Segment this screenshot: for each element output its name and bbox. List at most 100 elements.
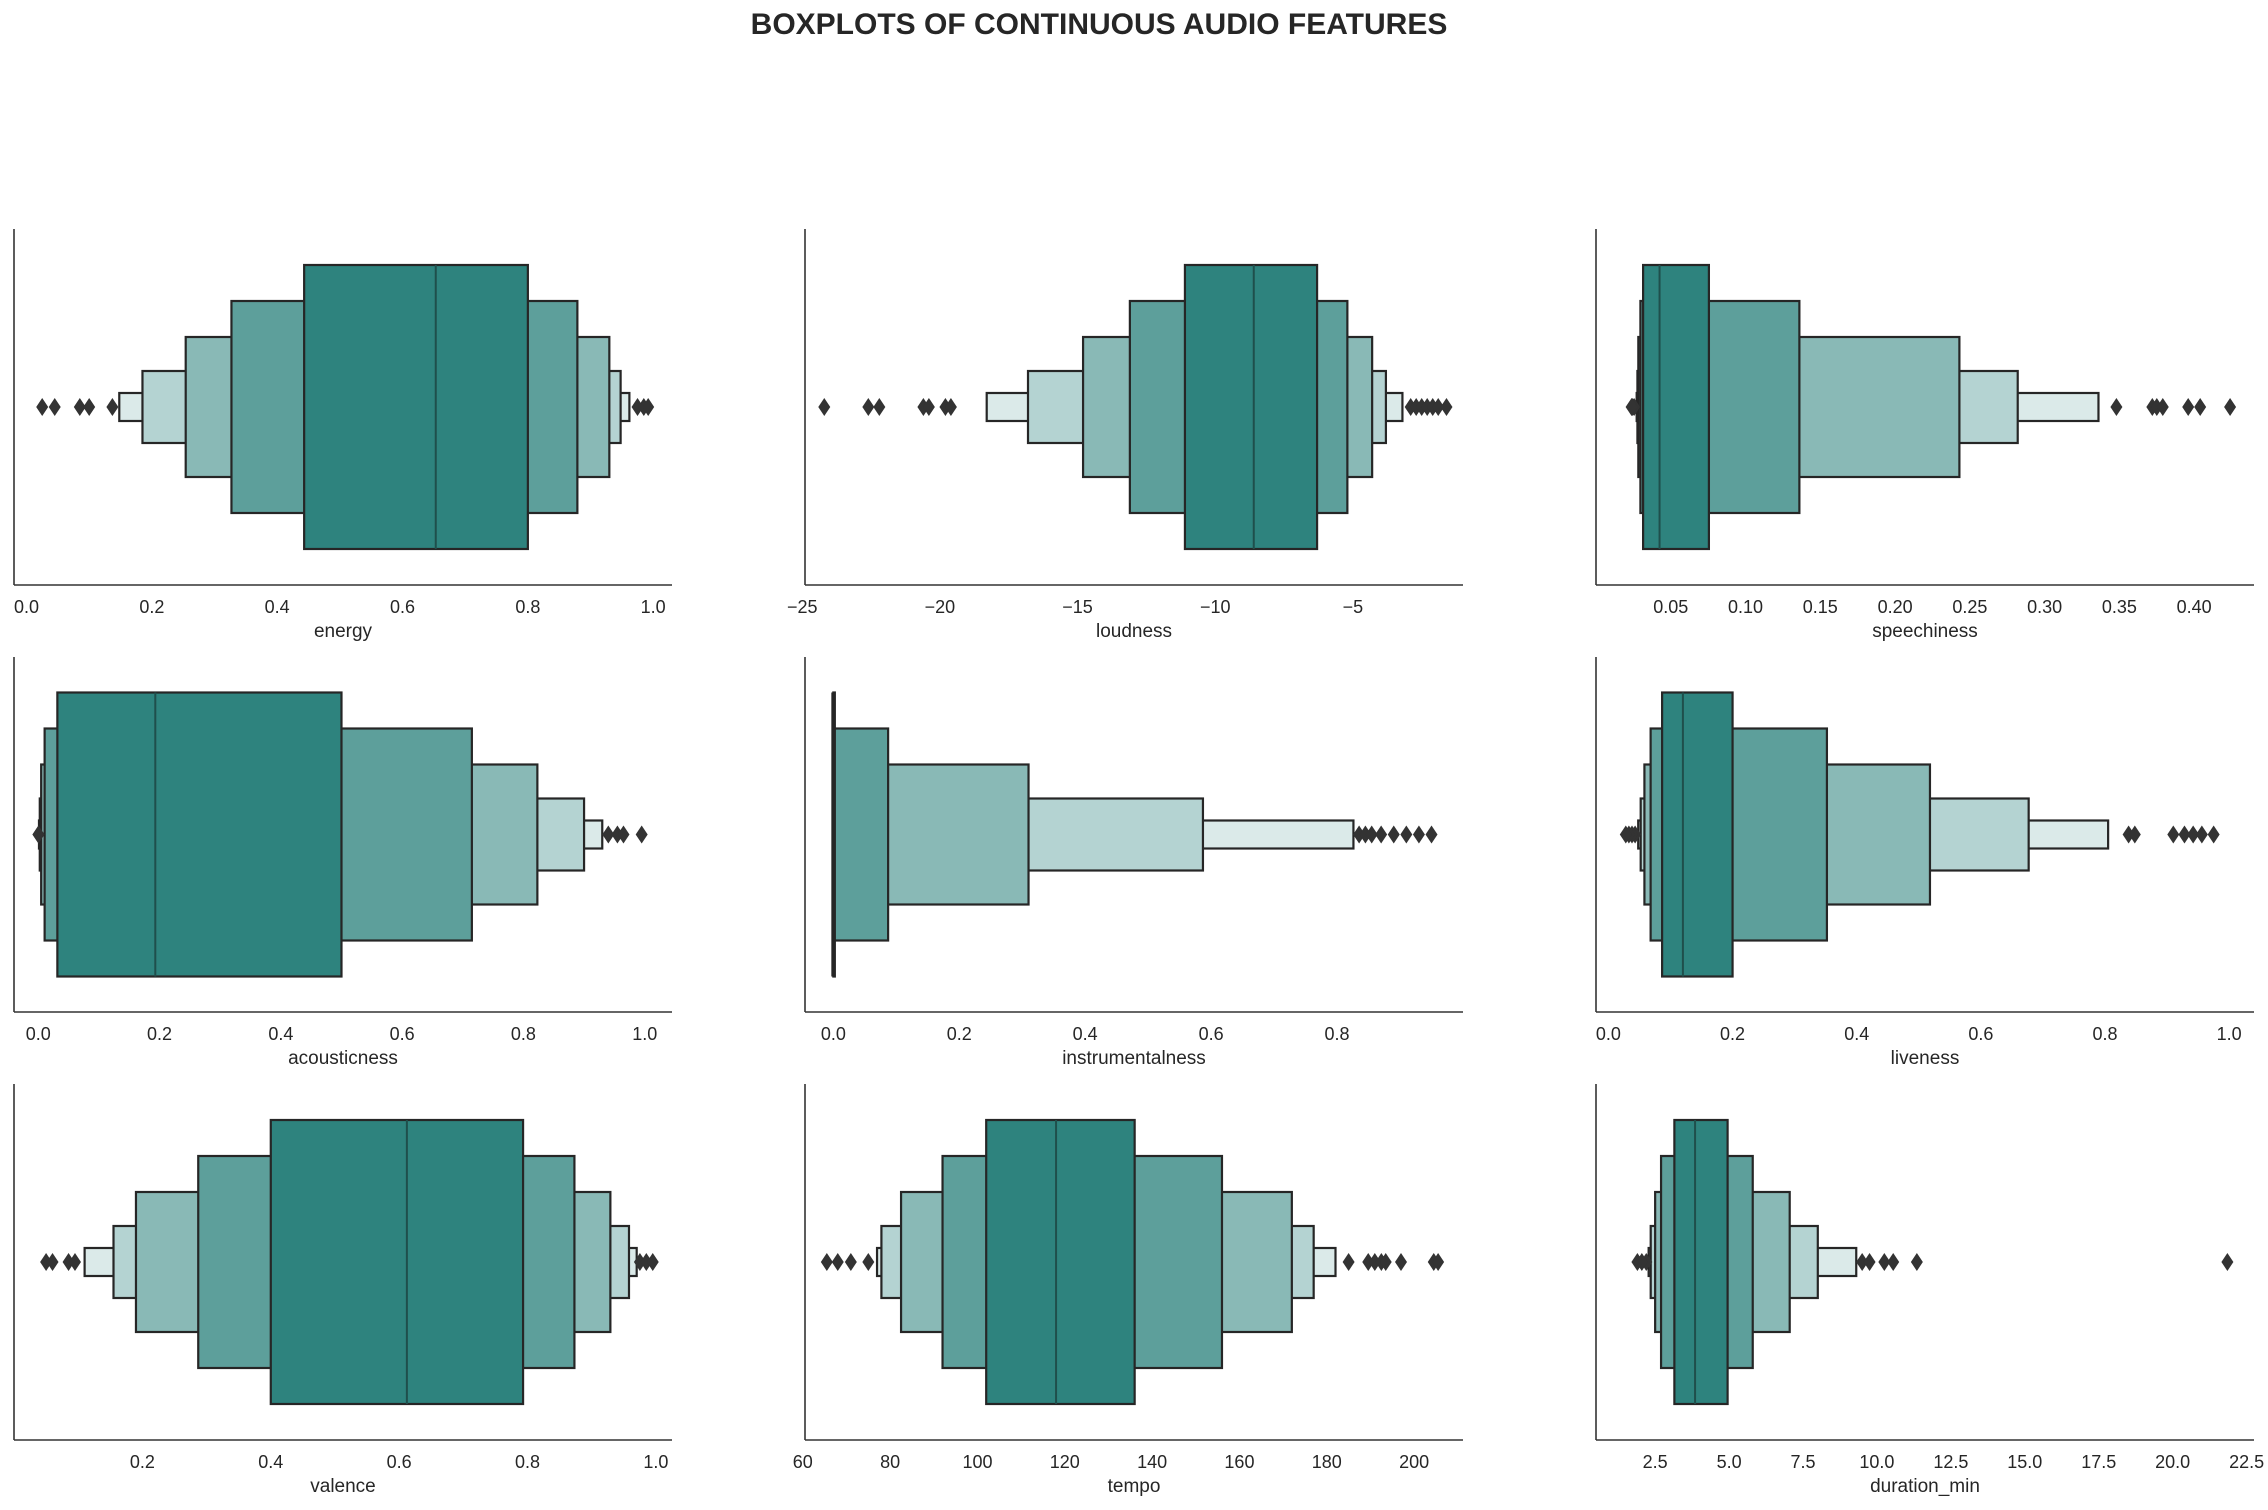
box-level-1 bbox=[269, 1118, 525, 1406]
x-tick-label: 0.25 bbox=[1952, 597, 1987, 617]
outlier-point bbox=[818, 398, 831, 416]
x-axis-label: loudness bbox=[1096, 621, 1172, 642]
subplot-tempo: 60 80 100 120 140 160 180 200 tempo bbox=[793, 1084, 1463, 1497]
x-tick-label: 10.0 bbox=[1859, 1452, 1894, 1472]
x-axis-label: energy bbox=[314, 621, 373, 642]
x-tick-label: 0.4 bbox=[265, 597, 290, 617]
subplot-instrumentalness: 0.0 0.2 0.4 0.6 0.8 instrumentalness bbox=[804, 657, 1463, 1069]
x-tick-label: 60 bbox=[793, 1452, 813, 1472]
outlier-point bbox=[633, 1253, 646, 1271]
outlier-point bbox=[1856, 1253, 1869, 1271]
outlier-point bbox=[640, 1253, 653, 1271]
x-tick-label: 0.8 bbox=[1325, 1024, 1350, 1044]
x-axis-label: speechiness bbox=[1872, 621, 1978, 642]
x-tick-label: 22.5 bbox=[2229, 1452, 2264, 1472]
outlier-point bbox=[642, 398, 655, 416]
x-tick-label: 0.4 bbox=[1073, 1024, 1098, 1044]
box-level-1 bbox=[56, 691, 343, 978]
x-tick-label: 100 bbox=[962, 1452, 992, 1472]
subplot-valence: 0.2 0.4 0.6 0.8 1.0 valence bbox=[13, 1084, 672, 1497]
outlier-point bbox=[646, 1253, 659, 1271]
x-axis-label: instrumentalness bbox=[1062, 1048, 1206, 1069]
x-tick-label: 15.0 bbox=[2007, 1452, 2042, 1472]
x-tick-label: 1.0 bbox=[641, 597, 666, 617]
x-tick-label: 0.35 bbox=[2102, 597, 2137, 617]
x-tick-label: 0.8 bbox=[515, 1452, 540, 1472]
x-axis-label: duration_min bbox=[1870, 1476, 1980, 1497]
x-tick-label: 0.6 bbox=[387, 1452, 412, 1472]
outlier-point bbox=[635, 825, 648, 844]
x-tick-label: 0.2 bbox=[139, 597, 164, 617]
outlier-point bbox=[1362, 1253, 1375, 1271]
outlier-point bbox=[831, 1253, 844, 1271]
subplot-energy: 0.0 0.2 0.4 0.6 0.8 1.0 energy bbox=[13, 229, 672, 642]
outlier-point bbox=[46, 1253, 59, 1271]
box-level-1 bbox=[1673, 1118, 1729, 1406]
outlier-point bbox=[602, 825, 615, 844]
outlier-point bbox=[1387, 825, 1400, 844]
outlier-point bbox=[1394, 1253, 1407, 1271]
outlier-point bbox=[2224, 398, 2237, 416]
outlier-point bbox=[617, 825, 630, 844]
subplot-liveness: 0.0 0.2 0.4 0.6 0.8 1.0 liveness bbox=[1595, 657, 2254, 1069]
x-tick-label: 0.30 bbox=[2027, 597, 2062, 617]
x-tick-label: 2.5 bbox=[1643, 1452, 1668, 1472]
outlier-point bbox=[1631, 1253, 1644, 1271]
x-tick-label: 0.15 bbox=[1803, 597, 1838, 617]
outlier-point bbox=[873, 398, 886, 416]
outlier-point bbox=[1359, 825, 1372, 844]
box-level-1 bbox=[985, 1118, 1136, 1406]
outlier-point bbox=[1365, 825, 1378, 844]
x-axis-label: acousticness bbox=[288, 1048, 398, 1069]
x-tick-label: 0.6 bbox=[390, 597, 415, 617]
outlier-point bbox=[1887, 1253, 1900, 1271]
x-tick-label: 0.4 bbox=[268, 1024, 293, 1044]
outlier-point bbox=[32, 825, 45, 844]
outlier-point bbox=[62, 1253, 75, 1271]
x-tick-label: 0.10 bbox=[1728, 597, 1763, 617]
outlier-point bbox=[83, 398, 96, 416]
outlier-point bbox=[631, 398, 644, 416]
outlier-point bbox=[922, 398, 935, 416]
outlier-point bbox=[844, 1253, 857, 1271]
subplot-speechiness: 0.05 0.10 0.15 0.20 0.25 0.30 0.35 0.40 speechin… bbox=[1595, 229, 2254, 642]
outlier-point bbox=[1432, 1253, 1445, 1271]
x-tick-label: 0.0 bbox=[1596, 1024, 1621, 1044]
outlier-point bbox=[2221, 1253, 2234, 1271]
outlier-point bbox=[73, 398, 86, 416]
x-tick-label: 0.6 bbox=[1968, 1024, 1993, 1044]
x-tick-label: 180 bbox=[1312, 1452, 1342, 1472]
x-tick-label: 0.4 bbox=[258, 1452, 283, 1472]
outlier-point bbox=[2182, 398, 2195, 416]
x-axis-label: tempo bbox=[1108, 1476, 1161, 1497]
outlier-point bbox=[820, 1253, 833, 1271]
outlier-point bbox=[1625, 398, 1638, 416]
outlier-point bbox=[2195, 825, 2208, 844]
x-tick-label: 0.8 bbox=[2093, 1024, 2118, 1044]
outlier-point bbox=[611, 825, 624, 844]
x-tick-label: 0.0 bbox=[14, 597, 39, 617]
x-tick-label: 0.8 bbox=[515, 597, 540, 617]
outlier-point bbox=[2207, 825, 2220, 844]
x-tick-label: 0.2 bbox=[130, 1452, 155, 1472]
outlier-point bbox=[1375, 825, 1388, 844]
outlier-point bbox=[862, 398, 875, 416]
figure-title: BOXPLOTS OF CONTINUOUS AUDIO FEATURES bbox=[750, 8, 1448, 41]
outlier-point bbox=[1910, 1253, 1923, 1271]
x-tick-label: −15 bbox=[1062, 597, 1093, 617]
x-tick-label: −20 bbox=[925, 597, 956, 617]
outlier-point bbox=[1440, 398, 1453, 416]
outlier-point bbox=[1878, 1253, 1891, 1271]
x-tick-label: 5.0 bbox=[1717, 1452, 1742, 1472]
x-tick-label: 1.0 bbox=[632, 1024, 657, 1044]
x-tick-label: 0.0 bbox=[821, 1024, 846, 1044]
x-tick-label: 0.2 bbox=[1720, 1024, 1745, 1044]
box-level-1 bbox=[303, 263, 529, 551]
box-level-1 bbox=[1183, 263, 1319, 551]
x-tick-label: 160 bbox=[1224, 1452, 1254, 1472]
x-tick-label: −10 bbox=[1200, 597, 1231, 617]
outlier-point bbox=[1863, 1253, 1876, 1271]
outlier-point bbox=[1432, 398, 1445, 416]
outlier-point bbox=[48, 398, 61, 416]
